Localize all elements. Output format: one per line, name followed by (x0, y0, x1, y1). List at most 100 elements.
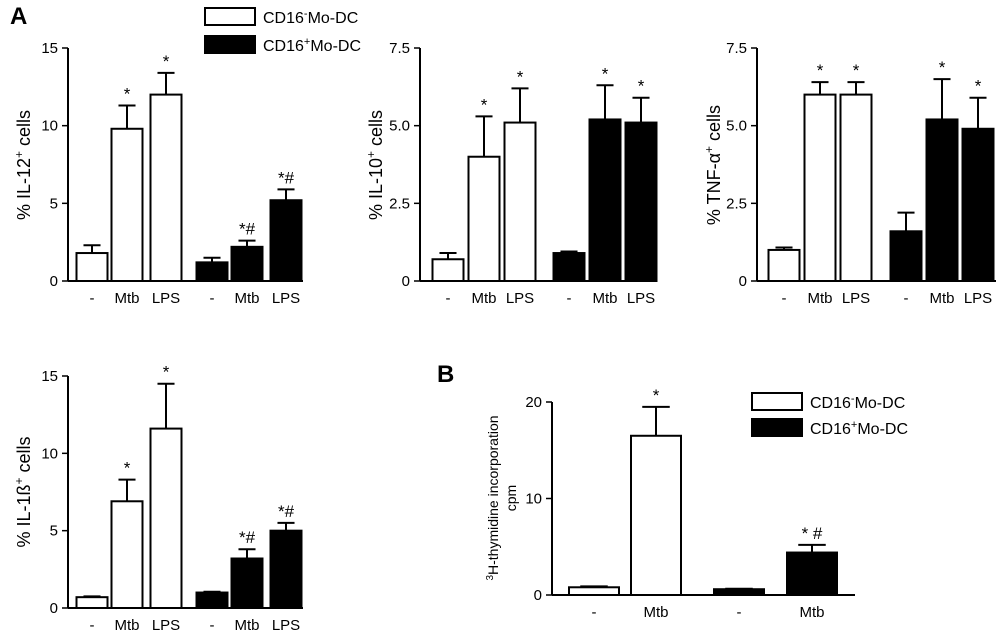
y-axis-label: % IL-12+ cells (12, 110, 34, 220)
category-label: LPS (842, 290, 870, 307)
legend-swatch-cd16-pos (204, 35, 256, 54)
chart-il10: 0 2.5 5.0 7.5 - * Mtb * LPS - * Mtb * LPS % IL-10+ cel… (364, 40, 658, 307)
category-label: - (210, 290, 215, 307)
category-label: - (446, 290, 451, 307)
bar (803, 93, 837, 282)
y-axis-label-line1: 3H-thymidine incorporation (485, 415, 501, 580)
category-label: Mtb (929, 290, 954, 307)
significance-marker: * (653, 386, 660, 405)
bar (767, 248, 801, 282)
y-tick-label: 7.5 (726, 40, 747, 57)
category-label: Mtb (234, 290, 259, 307)
significance-marker: * (517, 67, 524, 86)
category-label: LPS (506, 290, 534, 307)
significance-marker: * (163, 363, 170, 382)
significance-marker: * (853, 61, 860, 80)
y-tick-label: 15 (41, 40, 58, 57)
panel-label-b: B (437, 361, 454, 388)
bar (110, 127, 144, 282)
y-tick-label: 5.0 (389, 118, 410, 135)
chart-il1b: 0 5 10 15 - * Mtb * LPS - *# Mtb *# LPS % IL-1ß+ cells (12, 363, 303, 634)
y-axis-label: % TNF-α+ cells (702, 105, 724, 225)
y-tick-label: 10 (525, 491, 542, 508)
bar (925, 118, 959, 282)
category-label: - (737, 604, 742, 621)
y-tick-label: 15 (41, 368, 58, 385)
category-label: Mtb (643, 604, 668, 621)
legend-label-cd16-neg: CD16-Mo-DC (263, 8, 358, 27)
bar (230, 245, 264, 282)
chart-thymidine: 0 10 20 - * Mtb - * # Mtb 3H-thymidine incorporat… (485, 386, 855, 621)
category-label: - (90, 617, 95, 634)
bar (552, 252, 586, 282)
significance-marker: * (163, 52, 170, 71)
category-label: Mtb (799, 604, 824, 621)
significance-marker: * (481, 95, 488, 114)
bar (630, 434, 682, 596)
significance-marker: * (602, 64, 609, 83)
legend-swatch-cd16-neg (204, 7, 256, 26)
bar (503, 121, 537, 282)
legend-b-swatch-cd16-neg (751, 392, 803, 411)
category-label: Mtb (592, 290, 617, 307)
bar (786, 551, 838, 596)
bar (149, 93, 183, 282)
category-label: Mtb (114, 290, 139, 307)
y-axis-label: % IL-1ß+ cells (12, 436, 34, 547)
significance-marker: *# (278, 502, 295, 521)
category-label: - (567, 290, 572, 307)
category-label: - (904, 290, 909, 307)
bar (110, 500, 144, 609)
y-tick-label: 5.0 (726, 118, 747, 135)
category-label: - (90, 290, 95, 307)
bar (269, 199, 303, 282)
chart-tnf: 0 2.5 5.0 7.5 - * Mtb * LPS - * Mtb * LPS % TNF-α+ cel… (702, 40, 996, 307)
bar (195, 591, 229, 609)
legend-top: CD16-Mo-DC CD16+Mo-DC (204, 7, 361, 55)
bar (75, 252, 109, 282)
significance-marker: *# (239, 220, 256, 239)
category-label: Mtb (114, 617, 139, 634)
y-tick-label: 5 (50, 195, 58, 212)
bar (230, 557, 264, 609)
bar (195, 261, 229, 282)
y-tick-label: 0 (50, 600, 58, 617)
y-tick-label: 7.5 (389, 40, 410, 57)
bar (467, 155, 501, 283)
significance-marker: * (124, 84, 131, 103)
category-label: Mtb (234, 617, 259, 634)
y-tick-label: 0 (739, 273, 747, 290)
category-label: LPS (964, 290, 992, 307)
category-label: LPS (272, 290, 300, 307)
category-label: Mtb (807, 290, 832, 307)
y-tick-label: 5 (50, 523, 58, 540)
category-label: - (210, 617, 215, 634)
y-axis-label: % IL-10+ cells (364, 110, 386, 220)
significance-marker: * (124, 459, 131, 478)
bar (568, 586, 620, 597)
significance-marker: * (817, 61, 824, 80)
bar (624, 121, 658, 282)
significance-marker: * # (802, 524, 823, 543)
category-label: - (782, 290, 787, 307)
chart-il12: 0 5 10 15 - * Mtb * LPS - *# Mtb *# LPS % IL-12+ cells (12, 40, 303, 307)
bar (431, 258, 465, 282)
y-tick-label: 2.5 (726, 195, 747, 212)
bar (839, 93, 873, 282)
panel-label-a: A (10, 3, 27, 30)
legend-b-label-cd16-pos: CD16+Mo-DC (810, 419, 908, 438)
legend-b: CD16-Mo-DC CD16+Mo-DC (751, 392, 908, 438)
significance-marker: *# (278, 168, 295, 187)
bar (713, 588, 765, 597)
category-label: - (592, 604, 597, 621)
legend-b-label-cd16-neg: CD16-Mo-DC (810, 393, 905, 412)
y-axis-label-line2: cpm (503, 485, 519, 511)
y-tick-label: 0 (50, 273, 58, 290)
bar (889, 230, 923, 282)
significance-marker: * (939, 58, 946, 77)
y-tick-label: 0 (402, 273, 410, 290)
legend-label-cd16-pos: CD16+Mo-DC (263, 36, 361, 55)
y-tick-label: 0 (534, 587, 542, 604)
y-tick-label: 2.5 (389, 195, 410, 212)
